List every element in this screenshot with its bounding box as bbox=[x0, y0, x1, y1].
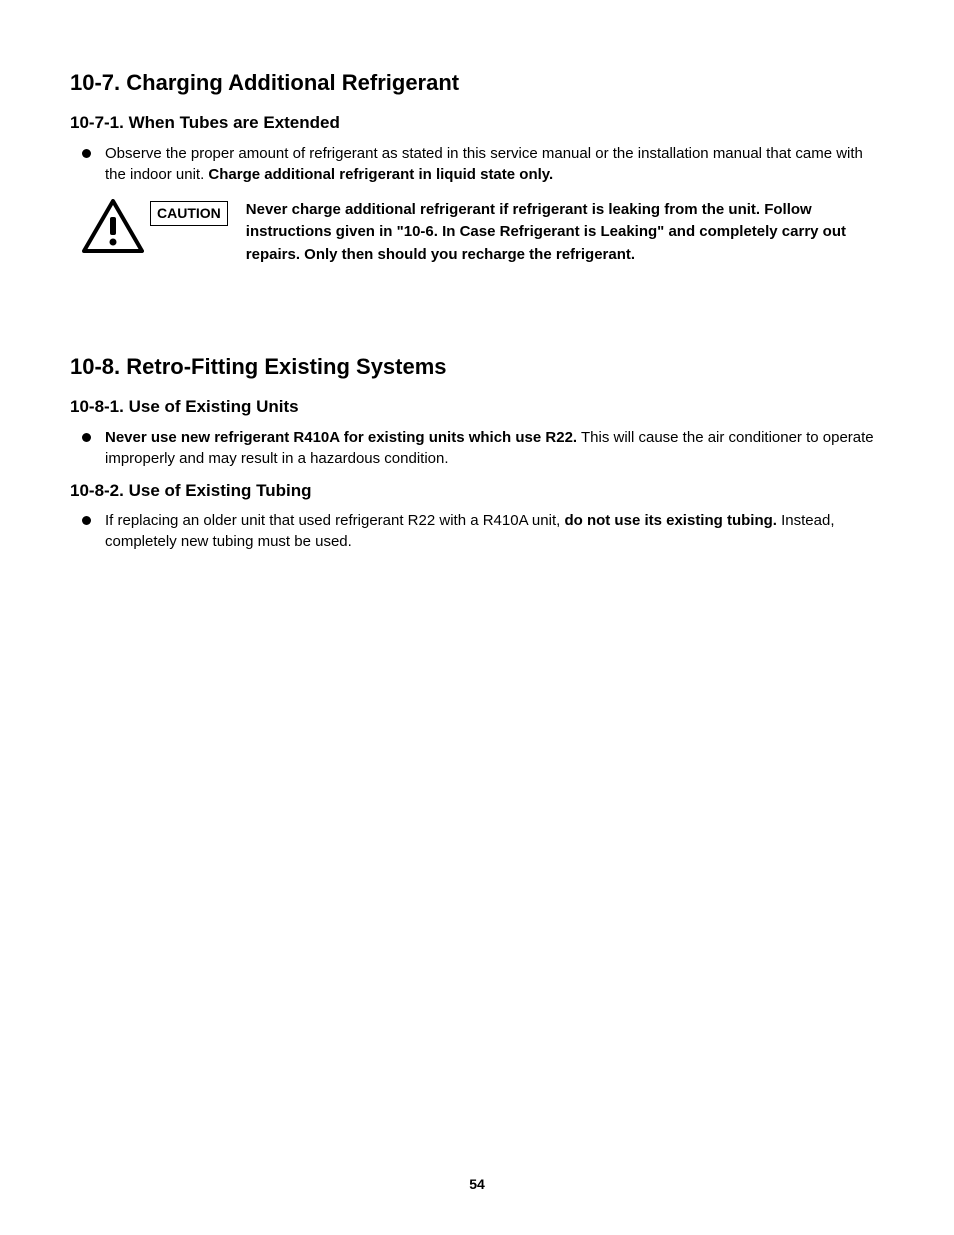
section-gap bbox=[70, 306, 884, 344]
bullet-icon bbox=[82, 516, 91, 525]
section: 10-8. Retro-Fitting Existing Systems 10-… bbox=[70, 352, 884, 552]
bullet-bold: Charge additional refrigerant in liquid … bbox=[208, 166, 553, 183]
bullet-text: Never use new refrigerant R410A for exis… bbox=[105, 427, 884, 469]
subsection-heading: 10-8-1. Use of Existing Units bbox=[70, 395, 884, 419]
bullet-pre: If replacing an older unit that used ref… bbox=[105, 512, 564, 529]
section-heading: 10-8. Retro-Fitting Existing Systems bbox=[70, 352, 884, 383]
bullet-text: Observe the proper amount of refrigerant… bbox=[105, 143, 884, 185]
bullet-item: Never use new refrigerant R410A for exis… bbox=[82, 427, 884, 469]
caution-text: Never charge additional refrigerant if r… bbox=[246, 199, 884, 267]
bullet-bold: Never use new refrigerant R410A for exis… bbox=[105, 429, 577, 446]
subsection-heading: 10-7-1. When Tubes are Extended bbox=[70, 111, 884, 135]
caution-block: CAUTION Never charge additional refriger… bbox=[82, 199, 884, 267]
bullet-item: Observe the proper amount of refrigerant… bbox=[82, 143, 884, 185]
bullet-item: If replacing an older unit that used ref… bbox=[82, 510, 884, 552]
subsection-heading: 10-8-2. Use of Existing Tubing bbox=[70, 479, 884, 503]
section-heading: 10-7. Charging Additional Refrigerant bbox=[70, 68, 884, 99]
page-number: 54 bbox=[0, 1175, 954, 1195]
bullet-icon bbox=[82, 433, 91, 442]
bullet-icon bbox=[82, 149, 91, 158]
caution-icon-wrap: CAUTION bbox=[82, 199, 228, 253]
bullet-text: If replacing an older unit that used ref… bbox=[105, 510, 884, 552]
warning-triangle-icon bbox=[82, 199, 144, 253]
bullet-bold: do not use its existing tubing. bbox=[564, 512, 777, 529]
caution-label: CAUTION bbox=[150, 201, 228, 227]
section: 10-7. Charging Additional Refrigerant 10… bbox=[70, 68, 884, 266]
